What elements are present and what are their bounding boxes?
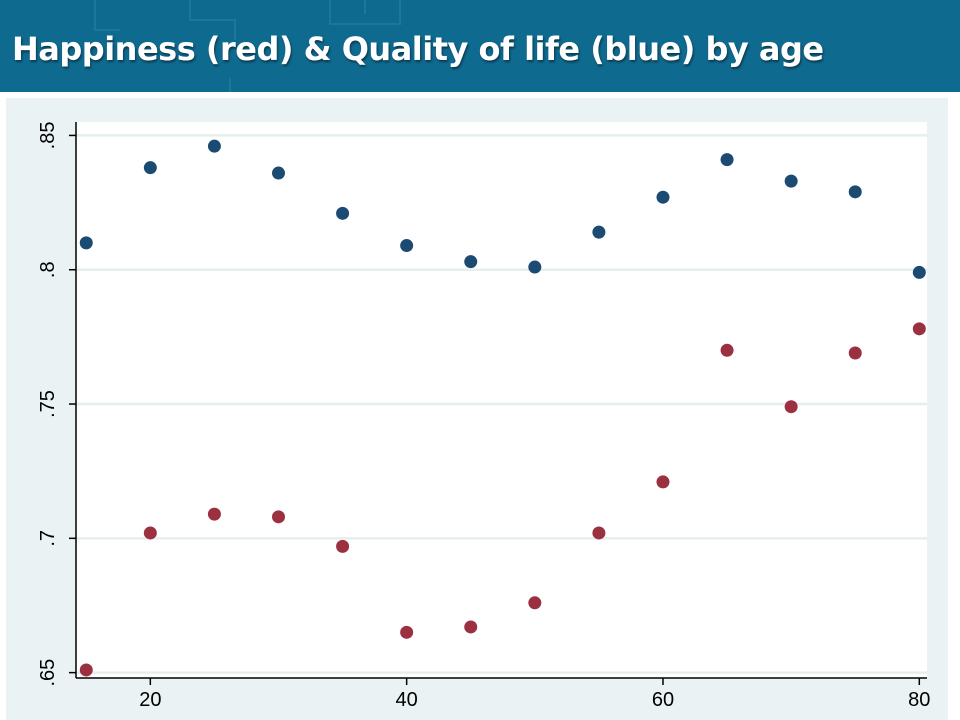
quality-of-life-point [271, 166, 285, 180]
happiness-point [336, 539, 350, 553]
happiness-point [592, 526, 606, 540]
quality-of-life-point [464, 255, 478, 269]
happiness-point [656, 475, 670, 489]
y-tick-label: .75 [37, 390, 59, 418]
quality-of-life-point [784, 174, 798, 188]
happiness-point [528, 596, 542, 610]
x-tick-label: 20 [139, 689, 161, 711]
plot-area [76, 122, 927, 678]
quality-of-life-point [592, 225, 606, 239]
quality-of-life-point [848, 185, 862, 199]
quality-of-life-point [143, 161, 157, 175]
quality-of-life-point [336, 206, 350, 220]
title-banner: Happiness (red) & Quality of life (blue)… [0, 0, 960, 92]
happiness-point [912, 322, 926, 336]
x-tick-label: 60 [652, 689, 674, 711]
y-tick-label: .8 [37, 261, 59, 278]
quality-of-life-point [207, 139, 221, 153]
quality-of-life-point [912, 265, 926, 279]
x-tick-label: 80 [908, 689, 930, 711]
quality-of-life-point [656, 190, 670, 204]
quality-of-life-point [79, 236, 93, 250]
happiness-point [207, 507, 221, 521]
y-tick-label: .7 [37, 530, 59, 547]
chart-panel: .65 .7 .75 .8 .85 20 40 60 80 [6, 98, 948, 720]
happiness-point [271, 510, 285, 524]
quality-of-life-point [528, 260, 542, 274]
scatter-chart: .65 .7 .75 .8 .85 20 40 60 80 [37, 122, 930, 711]
x-tick-label: 40 [396, 689, 418, 711]
happiness-point [79, 663, 93, 677]
banner-decoration [94, 0, 401, 92]
happiness-point [143, 526, 157, 540]
page-title: Happiness (red) & Quality of life (blue)… [12, 30, 824, 68]
y-tick-label: .85 [37, 122, 59, 150]
y-tick-label: .65 [37, 659, 59, 687]
happiness-point [784, 400, 798, 414]
quality-of-life-point [720, 153, 734, 167]
quality-of-life-point [400, 239, 414, 253]
happiness-point [848, 346, 862, 360]
happiness-point [400, 625, 414, 639]
happiness-point [464, 620, 478, 634]
happiness-point [720, 343, 734, 357]
